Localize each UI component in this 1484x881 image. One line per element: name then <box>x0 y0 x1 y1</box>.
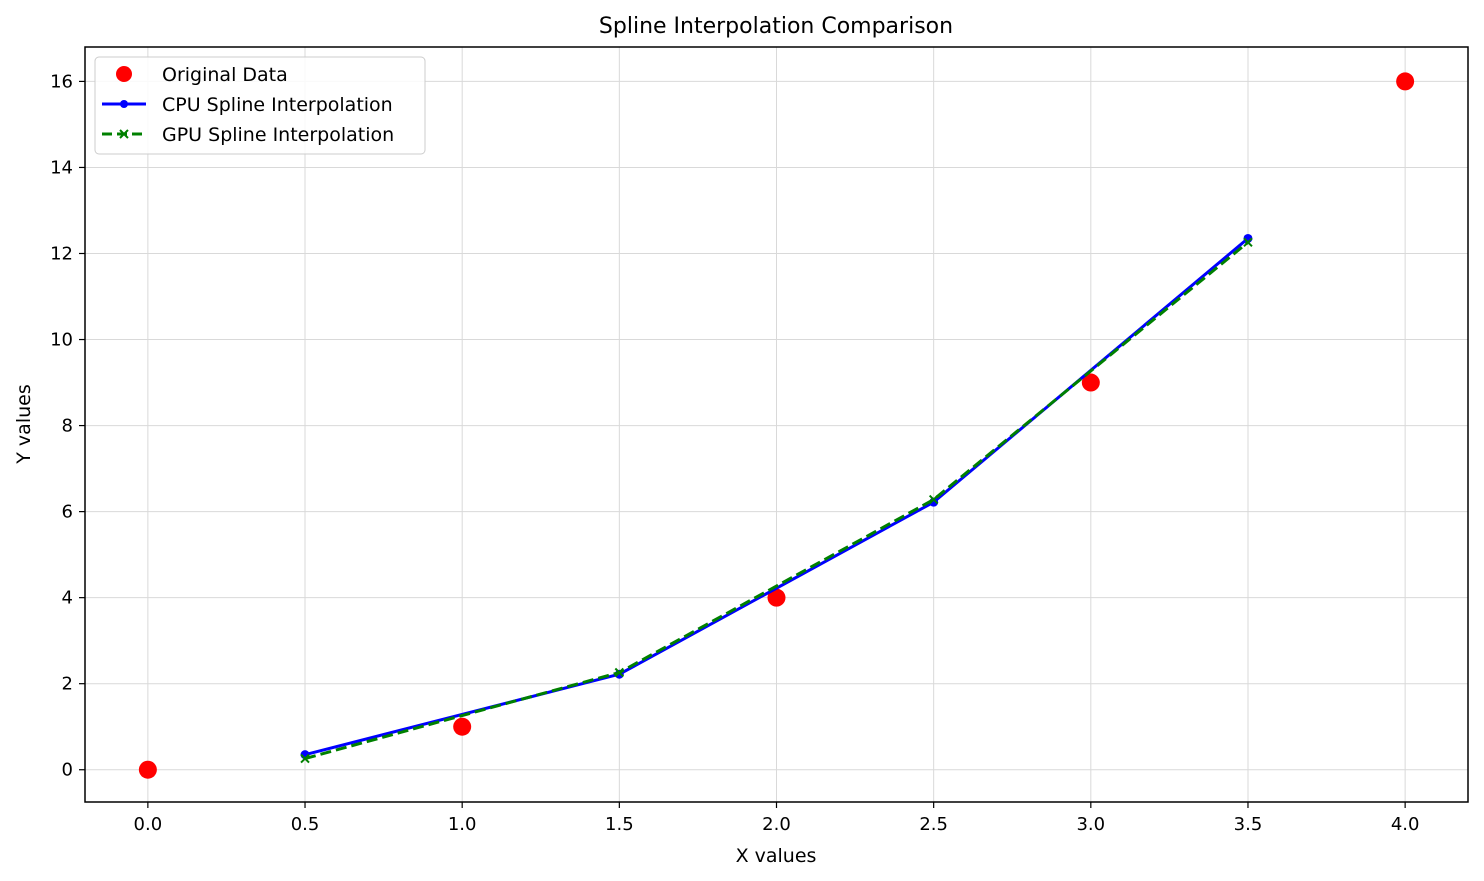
y-tick-label: 6 <box>62 502 73 523</box>
legend-gpu-label: GPU Spline Interpolation <box>162 124 394 146</box>
x-tick-label: 4.0 <box>1391 814 1420 835</box>
x-tick-label: 1.0 <box>448 814 477 835</box>
x-tick-label: 0.5 <box>291 814 320 835</box>
legend-cpu-marker <box>120 100 128 108</box>
y-tick-label: 0 <box>62 760 73 781</box>
data-point <box>928 494 939 505</box>
x-tick-label: 2.5 <box>919 814 948 835</box>
legend-gpu-marker <box>119 129 129 139</box>
x-tick-label: 1.5 <box>605 814 634 835</box>
x-tick-label: 2.0 <box>762 814 791 835</box>
y-tick-label: 4 <box>62 588 73 609</box>
data-point <box>1081 373 1100 392</box>
series-layer <box>138 72 1415 779</box>
data-point <box>1396 72 1415 91</box>
data-point <box>138 760 157 779</box>
x-axis-label: X values <box>736 845 817 867</box>
y-tick-label: 2 <box>62 674 73 695</box>
series-gpu-spline-interpolation <box>300 237 1253 764</box>
y-tick-label: 16 <box>50 71 73 92</box>
data-point <box>767 588 786 607</box>
chart-title: Spline Interpolation Comparison <box>599 14 953 39</box>
legend: Original Data CPU Spline Interpolation G… <box>94 56 426 155</box>
x-tick-label: 3.0 <box>1076 814 1105 835</box>
grid-layer <box>85 47 1468 802</box>
y-tick-label: 12 <box>50 243 73 264</box>
legend-cpu-label: CPU Spline Interpolation <box>162 94 393 116</box>
data-point <box>614 667 625 678</box>
legend-original-data-label: Original Data <box>162 64 288 86</box>
y-tick-label: 10 <box>50 330 73 351</box>
y-tick-label: 8 <box>62 416 73 437</box>
series-original-data <box>138 72 1415 779</box>
y-tick-label: 14 <box>50 157 73 178</box>
data-point <box>300 753 310 764</box>
x-tick-label: 0.0 <box>134 814 163 835</box>
data-point <box>453 717 472 736</box>
legend-original-data-marker <box>116 66 132 82</box>
tick-layer: 0.0 0.5 1.0 1.5 2.0 2.5 3.0 3.5 4.0 0 2 4 6 8 10 12 14 16 <box>50 71 1419 835</box>
data-point <box>1243 237 1253 248</box>
series-line <box>304 241 1249 760</box>
y-axis-label: Y values <box>13 384 35 464</box>
legend-box <box>94 56 426 155</box>
x-tick-label: 3.5 <box>1234 814 1263 835</box>
